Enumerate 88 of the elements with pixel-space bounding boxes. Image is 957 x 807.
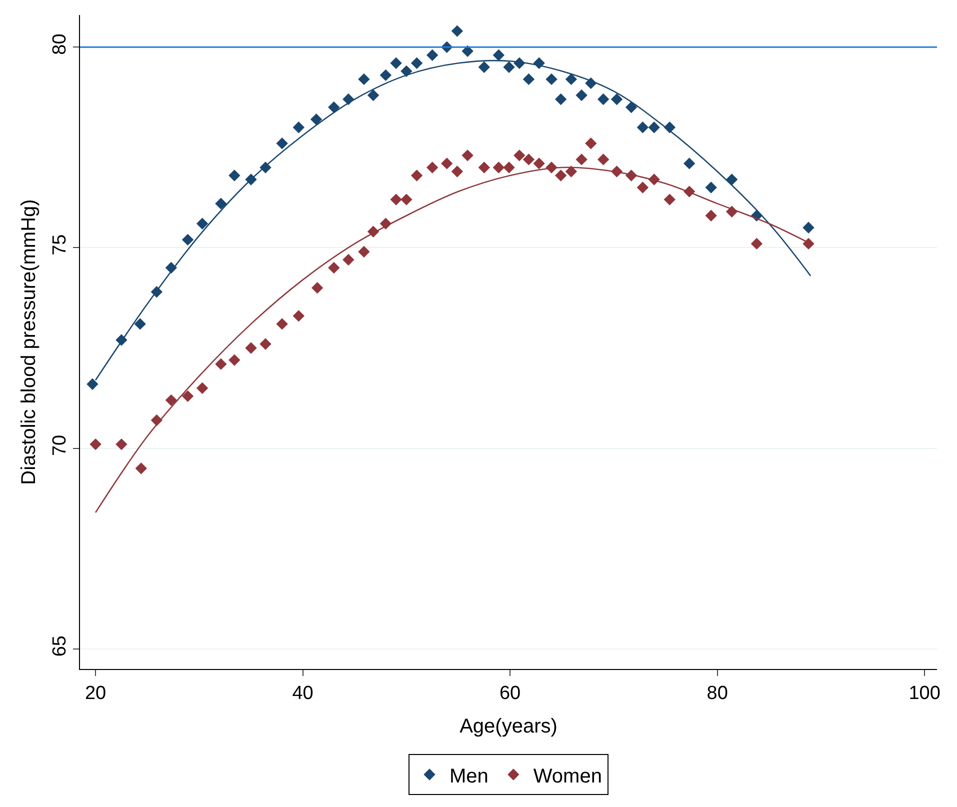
- point: [802, 222, 814, 234]
- point: [116, 438, 128, 450]
- point: [400, 194, 412, 206]
- point: [585, 138, 597, 150]
- point: [310, 113, 322, 126]
- point: [400, 65, 412, 78]
- point: [215, 198, 227, 210]
- point: [636, 182, 649, 194]
- point: [625, 101, 638, 114]
- point: [648, 121, 660, 134]
- point: [533, 158, 545, 170]
- point: [451, 166, 464, 178]
- point: [86, 378, 98, 390]
- x-tick-label: 40: [292, 682, 314, 704]
- point: [410, 57, 423, 69]
- point: [522, 154, 535, 166]
- point: [705, 182, 717, 194]
- point: [546, 73, 558, 86]
- point: [311, 282, 324, 294]
- point: [358, 73, 370, 86]
- y-tick-label: 75: [49, 234, 70, 256]
- point: [478, 61, 490, 74]
- x-tick-label: 20: [84, 682, 106, 704]
- point: [597, 154, 610, 166]
- point: [522, 73, 535, 86]
- point: [597, 93, 610, 106]
- point: [492, 49, 505, 61]
- point: [390, 57, 402, 69]
- point: [367, 89, 380, 102]
- point: [462, 150, 474, 162]
- point: [410, 170, 423, 182]
- x-tick-label: 80: [706, 682, 728, 704]
- point: [196, 218, 208, 230]
- point: [342, 254, 354, 266]
- point: [228, 354, 240, 366]
- x-tick-label: 60: [499, 682, 521, 704]
- point: [664, 194, 676, 206]
- point: [802, 238, 814, 250]
- point: [426, 49, 438, 61]
- point: [328, 101, 340, 114]
- point: [182, 234, 194, 246]
- point: [610, 93, 623, 106]
- point: [135, 462, 147, 474]
- point: [726, 174, 738, 186]
- point: [196, 382, 208, 394]
- y-tick-label: 70: [49, 434, 70, 456]
- point: [514, 150, 526, 162]
- point: [705, 210, 717, 222]
- point: [390, 194, 402, 206]
- point: [492, 162, 505, 174]
- legend-label: Men: [450, 765, 488, 788]
- point: [750, 238, 763, 250]
- point: [228, 170, 240, 182]
- point: [276, 138, 288, 150]
- point: [380, 69, 392, 82]
- point: [554, 170, 567, 182]
- point: [292, 310, 304, 322]
- point: [215, 358, 227, 370]
- point: [292, 121, 304, 134]
- point: [503, 61, 515, 74]
- point: [565, 166, 578, 178]
- point: [683, 158, 696, 170]
- point: [165, 394, 178, 406]
- x-tick-label: 100: [908, 682, 940, 704]
- point: [636, 121, 649, 134]
- point: [260, 338, 272, 350]
- point: [90, 438, 102, 450]
- point: [182, 390, 194, 402]
- point: [328, 262, 340, 274]
- point: [276, 318, 288, 330]
- point: [503, 162, 515, 174]
- point: [576, 154, 588, 166]
- point: [554, 93, 567, 106]
- legend-label: Women: [533, 765, 602, 788]
- point: [565, 73, 578, 86]
- x-axis-title: Age(years): [460, 715, 558, 738]
- point: [478, 162, 490, 174]
- y-tick-label: 65: [49, 636, 70, 657]
- point: [451, 25, 464, 37]
- point: [462, 45, 474, 57]
- point: [245, 342, 257, 354]
- point: [358, 246, 370, 258]
- y-axis-title: Diastolic blood pressure(mmHg): [18, 199, 40, 485]
- y-tick-label: 80: [49, 34, 70, 55]
- point: [440, 158, 453, 170]
- point: [576, 89, 588, 102]
- point: [134, 318, 146, 330]
- point: [426, 162, 438, 174]
